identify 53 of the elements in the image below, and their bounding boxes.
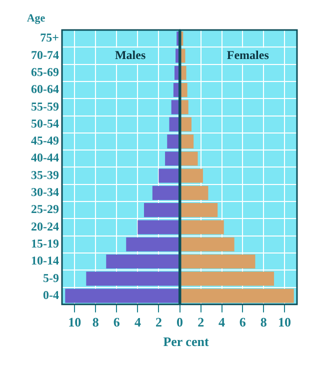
- x-axis-title: Per cent: [162, 334, 210, 350]
- bar: [86, 272, 180, 286]
- x-tick-label: 10: [278, 314, 291, 330]
- bar: [180, 186, 208, 200]
- bar: [126, 237, 180, 252]
- bar: [180, 288, 294, 303]
- bar: [138, 220, 180, 234]
- bar: [106, 254, 180, 269]
- text: Females: [226, 48, 270, 62]
- x-tick-label: 10: [68, 314, 82, 330]
- x-tick-label: 4: [134, 314, 142, 330]
- bar: [180, 254, 256, 269]
- bar: [180, 152, 198, 166]
- y-tick-label: 60-64: [31, 82, 59, 96]
- bar: [167, 134, 180, 149]
- x-tick-label: 6: [239, 314, 246, 330]
- y-tick-label: 75+: [40, 30, 60, 45]
- y-axis-title: Age: [26, 12, 46, 24]
- y-tick-label: 20-24: [31, 219, 59, 234]
- text: Males: [114, 48, 146, 62]
- y-tick-label: 10-14: [31, 254, 59, 268]
- y-tick-label: 45-49: [31, 134, 59, 148]
- bar: [180, 220, 224, 234]
- y-tick-label: 15-19: [31, 236, 59, 250]
- y-tick-label: 70-74: [31, 48, 59, 62]
- y-tick-label: 0-4: [43, 288, 59, 302]
- y-tick-label: 55-59: [31, 99, 59, 114]
- bar: [169, 117, 180, 132]
- bar: [158, 168, 180, 183]
- x-tick-label: 8: [260, 314, 268, 330]
- bar: [180, 203, 218, 218]
- bar: [144, 203, 180, 218]
- y-tick-label: 65-69: [31, 64, 59, 79]
- bar: [165, 152, 180, 166]
- x-tick-label: 2: [198, 314, 204, 330]
- bar: [180, 134, 194, 149]
- bar: [152, 186, 180, 200]
- x-tick-label: 6: [113, 314, 120, 330]
- y-tick-label: 50-54: [31, 116, 59, 130]
- x-tick-label: 0: [176, 314, 183, 330]
- x-tick-label: 8: [92, 314, 100, 330]
- y-tick-label: 5-9: [43, 270, 59, 285]
- y-tick-label: 40-44: [31, 150, 59, 165]
- y-tick-label: 30-34: [31, 185, 59, 200]
- bar: [180, 117, 192, 132]
- x-tick-label: 4: [218, 314, 226, 330]
- bar: [65, 288, 180, 303]
- y-tick-label: 25-29: [31, 202, 59, 216]
- x-tick-label: 2: [155, 314, 162, 330]
- y-tick-label: 35-39: [31, 168, 59, 182]
- bar: [180, 168, 203, 183]
- bar: [180, 272, 274, 286]
- bar: [180, 237, 234, 252]
